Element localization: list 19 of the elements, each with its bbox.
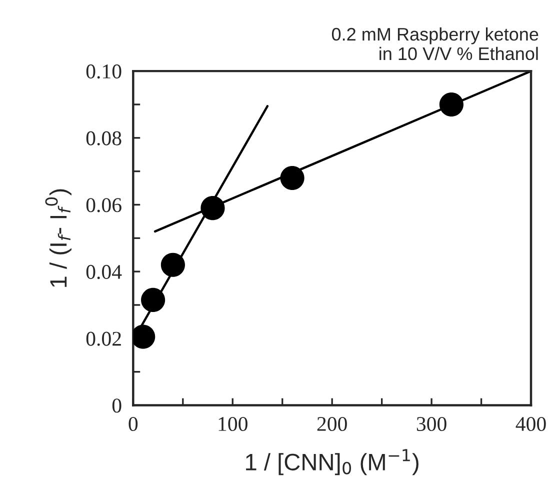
y-tick-label: 0.02 [86,332,121,346]
chart-title: 0.2 mM Raspberry ketone in 10 V/V % Ethanol [332,27,538,60]
y-tick-label: 0.10 [86,64,122,79]
x-tick-label: 400 [516,416,546,432]
y-tick-label: 0.08 [86,131,122,146]
x-axis-title: 1 / [CNN]$_{0}$ (M$^{−1}$) [246,449,418,476]
y-tick-label: 0.04 [86,264,122,280]
point [141,288,166,312]
y-tick-label: 0 [112,398,122,413]
x-tick-label: 200 [317,416,347,432]
point [280,166,304,190]
y-tick-label: 0.06 [86,198,122,212]
x-tick-label: 100 [218,416,248,432]
x-tick-label: 300 [416,416,446,432]
x-tick-label: 0 [128,416,138,432]
y-axis-title: 1 / (I$_{f}$- I$_{f}$$^{0}$) [45,189,72,287]
point [439,92,464,116]
point [160,252,185,277]
point [200,196,225,220]
